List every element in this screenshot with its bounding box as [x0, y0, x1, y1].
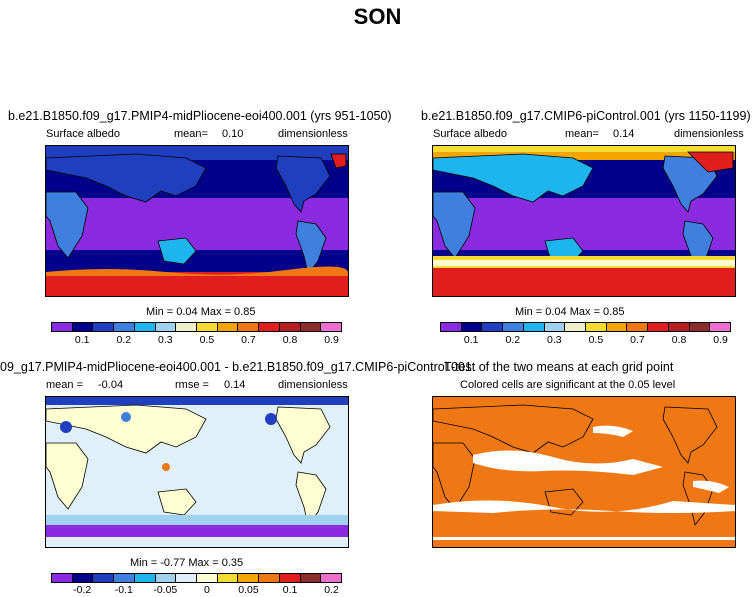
panel2-colorbar-tick: 0.8 — [671, 334, 687, 346]
panel1-colorbar-swatch — [176, 323, 198, 331]
panel1-colorbar — [51, 322, 342, 332]
panel1-colorbar-swatch — [114, 323, 135, 331]
panel3-colorbar-tick: 0.05 — [238, 584, 259, 596]
panel3-colorbar-swatch — [72, 574, 94, 582]
panel2-colorbar-swatch — [689, 323, 711, 331]
panel3-colorbar-tick: -0.05 — [153, 584, 178, 596]
panel1-minmax: Min = 0.04 Max = 0.85 — [146, 306, 256, 318]
panel1-variable-label: Surface albedo — [46, 128, 120, 140]
panel1-colorbar-swatch — [72, 323, 94, 331]
panel2-colorbar-swatch — [627, 323, 649, 331]
panel3-minmax: Min = -0.77 Max = 0.35 — [130, 557, 244, 569]
panel3-rmse-value: 0.14 — [224, 379, 246, 391]
panel3-colorbar-swatch — [279, 574, 301, 582]
panel2-colorbar-swatch — [565, 323, 587, 331]
panel3-colorbar-swatch — [300, 574, 322, 582]
panel3-colorbar-tick: -0.2 — [73, 584, 92, 596]
panel3-colorbar-swatch — [217, 574, 239, 582]
panel3-colorbar-swatch — [52, 574, 73, 582]
panel1-colorbar-swatch — [217, 323, 239, 331]
panel4-title: T-test of the two means at each grid poi… — [444, 360, 674, 374]
panel1-mean-value: 0.10 — [222, 128, 244, 140]
panel2-colorbar-tick: 0.9 — [713, 334, 728, 346]
panel3-rmse-label: rmse = — [175, 379, 209, 391]
panel1-title: b.e21.B1850.f09_g17.PMIP4-midPliocene-eo… — [8, 109, 392, 123]
panel2-minmax: Min = 0.04 Max = 0.85 — [515, 306, 625, 318]
panel2-colorbar-swatch — [648, 323, 669, 331]
panel3-colorbar-tick: 0.2 — [324, 584, 339, 596]
panel3-colorbar-swatch — [238, 574, 260, 582]
panel3-colorbar-swatch — [197, 574, 218, 582]
panel2-colorbar — [440, 322, 731, 332]
panel2-units: dimensionless — [674, 128, 744, 140]
panel3-colorbar-tick: 0.1 — [282, 584, 298, 596]
panel3-colorbar-tick: 0 — [203, 584, 210, 596]
panel2-variable-label: Surface albedo — [433, 128, 507, 140]
panel2-mean-label: mean= — [565, 128, 599, 140]
panel2-colorbar-swatch — [482, 323, 504, 331]
panel1-map-graphic — [46, 146, 348, 296]
panel3-mean-label: mean = — [46, 379, 83, 391]
panel2-map-graphic — [433, 146, 735, 296]
panel1-colorbar-tick: 0.7 — [241, 334, 256, 346]
panel1-colorbar-swatch — [93, 323, 115, 331]
panel3-colorbar-swatch — [155, 574, 177, 582]
panel3-colorbar-swatch — [93, 574, 115, 582]
panel3-map — [45, 396, 349, 548]
panel4-map — [432, 396, 736, 548]
panel2-map — [432, 145, 736, 297]
panel1-colorbar-swatch — [279, 323, 301, 331]
panel2-colorbar-swatch — [668, 323, 690, 331]
panel3-units: dimensionless — [278, 379, 348, 391]
panel1-colorbar-swatch — [197, 323, 218, 331]
panel3-mean-value: -0.04 — [98, 379, 124, 391]
panel2-colorbar-swatch — [606, 323, 628, 331]
page-title: SON — [353, 4, 402, 29]
panel1-colorbar-swatch — [52, 323, 73, 331]
panel1-units: dimensionless — [278, 128, 348, 140]
panel3-colorbar — [51, 573, 342, 583]
panel4-map-graphic — [433, 397, 735, 547]
panel3-colorbar-swatch — [176, 574, 198, 582]
panel2-colorbar-swatch — [523, 323, 545, 331]
panel2-colorbar-tick: 0.7 — [630, 334, 645, 346]
panel1-colorbar-swatch — [321, 323, 342, 331]
panel1-colorbar-swatch — [300, 323, 322, 331]
panel1-colorbar-swatch — [259, 323, 280, 331]
panel3-colorbar-swatch — [134, 574, 156, 582]
panel3-map-graphic — [46, 397, 348, 547]
panel1-colorbar-tick: 0.3 — [158, 334, 173, 346]
panel2-colorbar-swatch — [461, 323, 483, 331]
panel3-colorbar-tick: -0.1 — [114, 584, 133, 596]
panel2-colorbar-swatch — [544, 323, 566, 331]
panel2-colorbar-tick: 0.5 — [588, 334, 604, 346]
panel1-colorbar-tick: 0.9 — [324, 334, 339, 346]
panel1-colorbar-tick: 0.5 — [199, 334, 215, 346]
panel1-mean-label: mean= — [174, 128, 208, 140]
panel1-colorbar-tick: 0.2 — [116, 334, 132, 346]
panel2-colorbar-swatch — [710, 323, 731, 331]
panel2-mean-value: 0.14 — [613, 128, 635, 140]
panel3-colorbar-swatch — [259, 574, 280, 582]
panel2-colorbar-swatch — [586, 323, 607, 331]
panel1-colorbar-tick: 0.1 — [74, 334, 90, 346]
panel2-colorbar-swatch — [503, 323, 524, 331]
panel4-subtitle: Colored cells are significant at the 0.0… — [460, 379, 676, 391]
panel2-colorbar-tick: 0.2 — [505, 334, 521, 346]
panel1-map — [45, 145, 349, 297]
panel3-title: 09_g17.PMIP4-midPliocene-eoi400.001 - b.… — [0, 360, 472, 374]
panel1-colorbar-swatch — [155, 323, 177, 331]
panel1-colorbar-tick: 0.8 — [282, 334, 298, 346]
panel1-colorbar-swatch — [134, 323, 156, 331]
panel3-colorbar-swatch — [321, 574, 342, 582]
panel3-colorbar-swatch — [114, 574, 135, 582]
panel2-title: b.e21.B1850.f09_g17.CMIP6-piControl.001 … — [421, 109, 751, 123]
panel2-colorbar-swatch — [441, 323, 462, 331]
panel2-colorbar-tick: 0.1 — [463, 334, 479, 346]
panel1-colorbar-swatch — [238, 323, 260, 331]
panel2-colorbar-tick: 0.3 — [547, 334, 562, 346]
